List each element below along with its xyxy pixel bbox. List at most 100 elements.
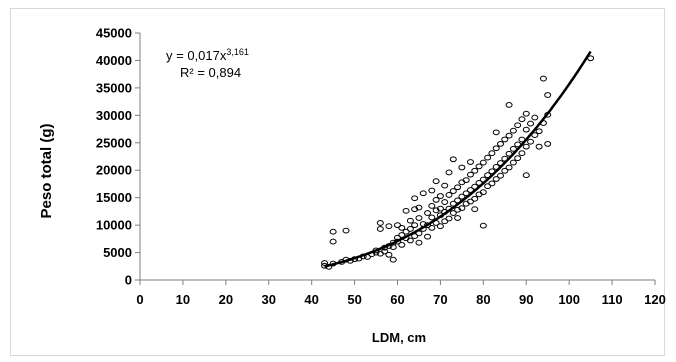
data-point <box>445 215 453 222</box>
x-tick-label: 10 <box>176 292 190 307</box>
data-point <box>406 226 414 232</box>
data-point <box>479 189 487 196</box>
data-point <box>389 256 397 263</box>
x-tick-label: 110 <box>602 292 623 307</box>
scatter-chart: 0 5000 10000 15000 20000 25000 30000 35000 40000… <box>38 26 666 346</box>
x-axis-title: LDM, cm <box>372 330 426 345</box>
x-tick-label: 120 <box>644 292 666 307</box>
data-point <box>398 232 406 238</box>
data-point <box>406 237 414 244</box>
data-point <box>441 182 449 189</box>
data-point <box>402 207 410 214</box>
data-point <box>428 214 436 221</box>
x-tick-label: 100 <box>558 292 580 307</box>
data-point <box>492 129 500 136</box>
data-point <box>471 167 479 174</box>
data-point <box>466 171 474 178</box>
data-point <box>415 239 423 246</box>
data-point <box>535 128 543 135</box>
data-point <box>522 126 530 133</box>
data-point <box>411 206 419 213</box>
data-point <box>531 114 539 121</box>
x-tick-label: 70 <box>433 292 447 307</box>
data-point <box>424 233 432 240</box>
trend-equation-base: y = 0,017x <box>166 48 227 63</box>
data-point <box>514 155 522 162</box>
data-point <box>497 172 504 179</box>
data-point <box>454 197 462 204</box>
data-point <box>518 150 526 157</box>
data-point <box>492 176 500 182</box>
data-point <box>544 92 552 98</box>
y-tick-label: 45000 <box>96 26 132 41</box>
trendline <box>324 50 592 268</box>
data-point <box>402 228 410 235</box>
x-tick-label: 50 <box>347 292 361 307</box>
data-point <box>518 116 526 123</box>
data-point <box>449 210 457 216</box>
data-point <box>466 187 474 193</box>
data-point <box>445 169 453 176</box>
data-point <box>492 145 500 152</box>
data-point <box>449 156 457 163</box>
trend-equation: y = 0,017x3,161 <box>166 47 249 63</box>
data-point <box>479 159 487 166</box>
data-point <box>479 222 487 229</box>
data-point <box>488 150 496 157</box>
data-point <box>406 217 414 224</box>
data-point <box>505 132 513 139</box>
y-tick-label: 35000 <box>96 80 132 95</box>
data-point <box>376 220 384 226</box>
data-point <box>432 196 440 203</box>
data-point <box>329 238 337 245</box>
data-point <box>411 195 419 202</box>
data-point <box>428 224 436 231</box>
data-point <box>454 206 462 213</box>
data-point <box>342 227 350 234</box>
data-points <box>321 55 595 270</box>
data-point <box>531 132 539 138</box>
x-tick-label: 90 <box>519 292 533 307</box>
x-tick-label: 20 <box>219 292 233 307</box>
data-point <box>527 120 535 127</box>
data-point <box>462 177 470 184</box>
data-point <box>458 205 466 211</box>
data-point <box>441 199 449 205</box>
data-point <box>488 180 496 187</box>
data-point <box>505 102 513 108</box>
data-point <box>462 190 470 197</box>
data-point <box>432 178 440 185</box>
data-point <box>381 248 389 255</box>
data-point <box>394 222 401 229</box>
data-point <box>514 122 522 129</box>
x-tick-label: 80 <box>476 292 490 307</box>
x-tick-label: 0 <box>136 292 143 307</box>
data-point <box>539 75 547 82</box>
data-point <box>432 207 440 214</box>
data-point <box>424 210 432 216</box>
data-point <box>454 184 462 191</box>
data-point <box>385 223 393 230</box>
y-tick-label: 10000 <box>96 218 132 233</box>
data-point <box>449 188 457 194</box>
data-point <box>436 205 444 212</box>
y-axis-title: Peso total (g) <box>38 123 55 218</box>
data-point <box>458 193 466 200</box>
data-point <box>428 187 436 194</box>
data-point <box>509 127 517 134</box>
data-point <box>535 143 543 150</box>
chart-frame: 0 5000 10000 15000 20000 25000 30000 35000 40000… <box>10 8 666 356</box>
data-point <box>527 138 535 145</box>
trend-equation-exponent: 3,161 <box>226 47 249 57</box>
r-squared-label: R² = 0,894 <box>180 65 241 80</box>
data-point <box>475 163 483 170</box>
data-point <box>501 167 509 174</box>
y-tick-label: 5000 <box>103 245 132 260</box>
y-tick-label: 0 <box>125 273 132 288</box>
data-point <box>505 164 513 171</box>
y-tick-label: 15000 <box>96 190 132 205</box>
data-point <box>522 110 530 117</box>
data-point <box>398 224 406 231</box>
data-point <box>454 215 462 221</box>
data-point <box>411 222 419 229</box>
